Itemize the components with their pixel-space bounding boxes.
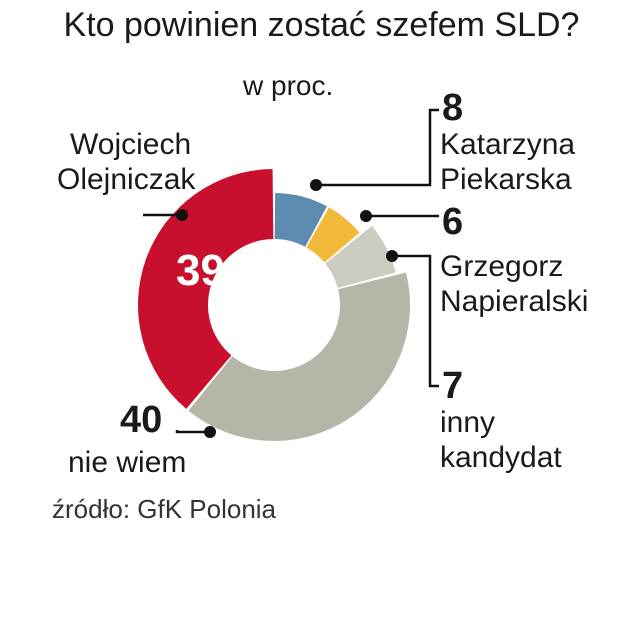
slice-piekarska [274, 193, 327, 247]
leader-piekarska [316, 108, 439, 187]
slice-inny-kandydat [325, 225, 396, 288]
unit-label: w proc. [243, 70, 334, 101]
leader-dot-olejniczak [176, 209, 188, 221]
value-piekarska: 8 [442, 87, 464, 129]
label-napieralski-line1: Grzegorz [440, 250, 564, 283]
label-olejniczak-line1: Wojciech [70, 128, 192, 161]
leader-dot-inny [386, 250, 398, 262]
leader-dot-nie-wiem [204, 426, 216, 438]
leader-dot-napieralski [360, 210, 372, 222]
value-nie-wiem: 40 [120, 399, 163, 441]
source-note: źródło: GfK Polonia [52, 494, 277, 524]
value-inny: 7 [442, 365, 464, 407]
leader-inny [392, 254, 439, 388]
leader-dot-piekarska [310, 179, 322, 191]
label-napieralski-line2: Napieralski [440, 285, 589, 318]
slice-olejniczak [138, 169, 274, 409]
label-olejniczak-line2: Olejniczak [57, 163, 196, 196]
value-olejniczak: 39 [176, 246, 225, 295]
label-piekarska-line1: Katarzyna [440, 128, 576, 161]
slice-napieralski [306, 207, 360, 263]
chart-title: Kto powinien zostać szefem SLD? [63, 6, 580, 44]
slice-nie-wiem [188, 272, 410, 441]
label-piekarska-line2: Piekarska [440, 163, 572, 196]
label-inny-line2: kandydat [440, 441, 562, 474]
leader-nie-wiem [175, 430, 206, 434]
label-nie-wiem: nie wiem [68, 446, 187, 479]
label-inny-line1: inny [440, 406, 496, 439]
value-napieralski: 6 [442, 201, 464, 243]
